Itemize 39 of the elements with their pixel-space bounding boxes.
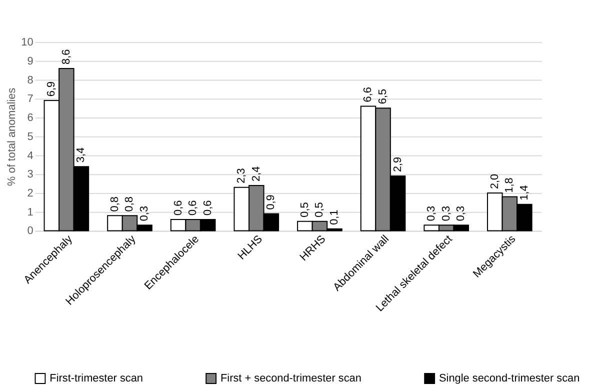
data-label: 1,4 bbox=[518, 185, 530, 200]
y-tick-label: 2 bbox=[27, 187, 34, 200]
data-label: 0,3 bbox=[426, 206, 438, 222]
data-label: 6,9 bbox=[46, 81, 58, 97]
y-tick-label: 9 bbox=[27, 55, 34, 68]
y-tick-label: 10 bbox=[21, 36, 34, 49]
data-label: 2,3 bbox=[236, 168, 248, 184]
legend-label: First-trimester scan bbox=[50, 372, 143, 384]
data-label: 0,8 bbox=[108, 196, 121, 212]
legend-label: Single second-trimester scan bbox=[439, 372, 580, 384]
y-tick-label: 8 bbox=[27, 74, 34, 86]
data-label: 2,9 bbox=[392, 156, 404, 172]
y-axis-title: % of total anomalies bbox=[6, 87, 18, 186]
data-label: 0,1 bbox=[328, 210, 340, 225]
y-tick-label: 1 bbox=[27, 206, 34, 218]
data-label: 0,6 bbox=[172, 200, 184, 216]
y-tick-label: 0 bbox=[27, 225, 34, 238]
data-label: 0,8 bbox=[124, 196, 136, 212]
data-label: 0,3 bbox=[455, 206, 468, 222]
data-label: 0,5 bbox=[314, 202, 326, 218]
y-tick-label: 4 bbox=[27, 150, 34, 162]
data-label: 0,5 bbox=[298, 202, 311, 218]
data-label: 2,0 bbox=[488, 174, 501, 190]
data-label: 6,6 bbox=[362, 87, 374, 102]
data-label: 0,9 bbox=[265, 194, 278, 210]
y-tick-label: 3 bbox=[27, 168, 34, 181]
y-tick-label: 6 bbox=[27, 112, 34, 124]
data-label: 3,4 bbox=[75, 147, 88, 163]
data-label: 0,3 bbox=[138, 206, 150, 222]
data-label: 0,6 bbox=[187, 200, 200, 216]
y-tick-label: 7 bbox=[27, 93, 34, 106]
data-label: 2,4 bbox=[250, 166, 262, 182]
data-label: 1,8 bbox=[504, 178, 516, 193]
data-label: 0,6 bbox=[202, 200, 214, 216]
legend-label: First + second-trimester scan bbox=[220, 372, 362, 384]
data-label: 6,5 bbox=[377, 88, 390, 104]
data-label: 0,3 bbox=[440, 206, 452, 222]
y-tick-label: 5 bbox=[27, 130, 34, 143]
data-label: 8,6 bbox=[60, 49, 72, 64]
